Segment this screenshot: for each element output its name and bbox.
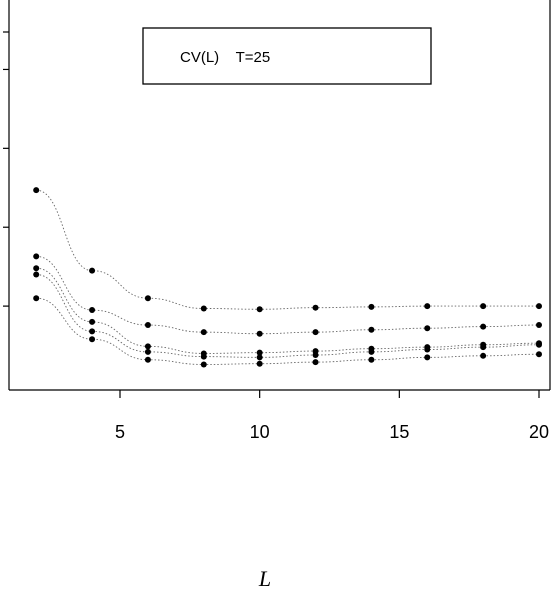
data-point bbox=[536, 322, 542, 329]
data-point bbox=[368, 356, 375, 363]
data-point bbox=[144, 295, 151, 302]
data-point bbox=[89, 336, 96, 343]
data-point bbox=[480, 303, 487, 310]
series-lines bbox=[36, 189, 540, 365]
legend-text: CV(L) T=25 bbox=[180, 49, 270, 66]
series-line bbox=[36, 267, 540, 354]
data-point bbox=[33, 271, 40, 278]
data-point bbox=[536, 351, 542, 358]
data-point bbox=[256, 360, 263, 367]
data-point bbox=[256, 330, 263, 337]
data-point bbox=[89, 328, 96, 335]
data-point bbox=[424, 303, 431, 310]
x-tick-label: 5 bbox=[115, 422, 125, 442]
data-point bbox=[256, 306, 263, 313]
legend-box bbox=[142, 27, 432, 85]
y-ticks bbox=[3, 31, 9, 307]
data-point bbox=[368, 303, 375, 310]
data-point bbox=[480, 323, 487, 330]
data-point bbox=[144, 322, 151, 329]
data-point bbox=[536, 341, 542, 348]
series-line bbox=[36, 189, 539, 310]
series-points bbox=[33, 187, 542, 368]
series-line bbox=[36, 297, 540, 365]
data-point bbox=[368, 326, 375, 333]
data-point bbox=[424, 325, 431, 332]
data-point bbox=[33, 265, 40, 272]
data-point bbox=[200, 361, 207, 368]
data-point bbox=[144, 348, 151, 355]
series-line bbox=[36, 255, 540, 335]
data-point bbox=[424, 354, 431, 361]
x-tick-label: 15 bbox=[389, 422, 409, 442]
x-tick-labels: 5 10 15 20 bbox=[115, 422, 549, 442]
data-point bbox=[144, 343, 151, 350]
x-tick-label: 10 bbox=[250, 422, 270, 442]
data-point bbox=[256, 354, 263, 361]
data-point bbox=[312, 359, 319, 366]
x-tick-label: 20 bbox=[529, 422, 549, 442]
data-point bbox=[33, 253, 40, 260]
data-point bbox=[33, 187, 40, 194]
legend: CV(L) T=25 bbox=[142, 27, 432, 85]
data-point bbox=[33, 295, 40, 302]
x-axis-label: L bbox=[258, 566, 271, 589]
data-point bbox=[480, 344, 487, 351]
data-point bbox=[89, 318, 96, 325]
data-point bbox=[144, 356, 151, 363]
data-point bbox=[536, 303, 542, 310]
data-point bbox=[424, 346, 431, 353]
x-ticks bbox=[119, 390, 540, 398]
data-point bbox=[200, 353, 207, 360]
data-point bbox=[200, 329, 207, 336]
data-point bbox=[256, 349, 263, 356]
data-point bbox=[89, 267, 96, 274]
data-point bbox=[89, 307, 96, 314]
data-point bbox=[480, 352, 487, 359]
plot-frame bbox=[8, 0, 551, 391]
data-point bbox=[312, 304, 319, 311]
series-line bbox=[36, 274, 540, 358]
data-point bbox=[312, 329, 319, 336]
data-point bbox=[312, 352, 319, 359]
data-point bbox=[200, 305, 207, 312]
data-point bbox=[368, 348, 375, 355]
